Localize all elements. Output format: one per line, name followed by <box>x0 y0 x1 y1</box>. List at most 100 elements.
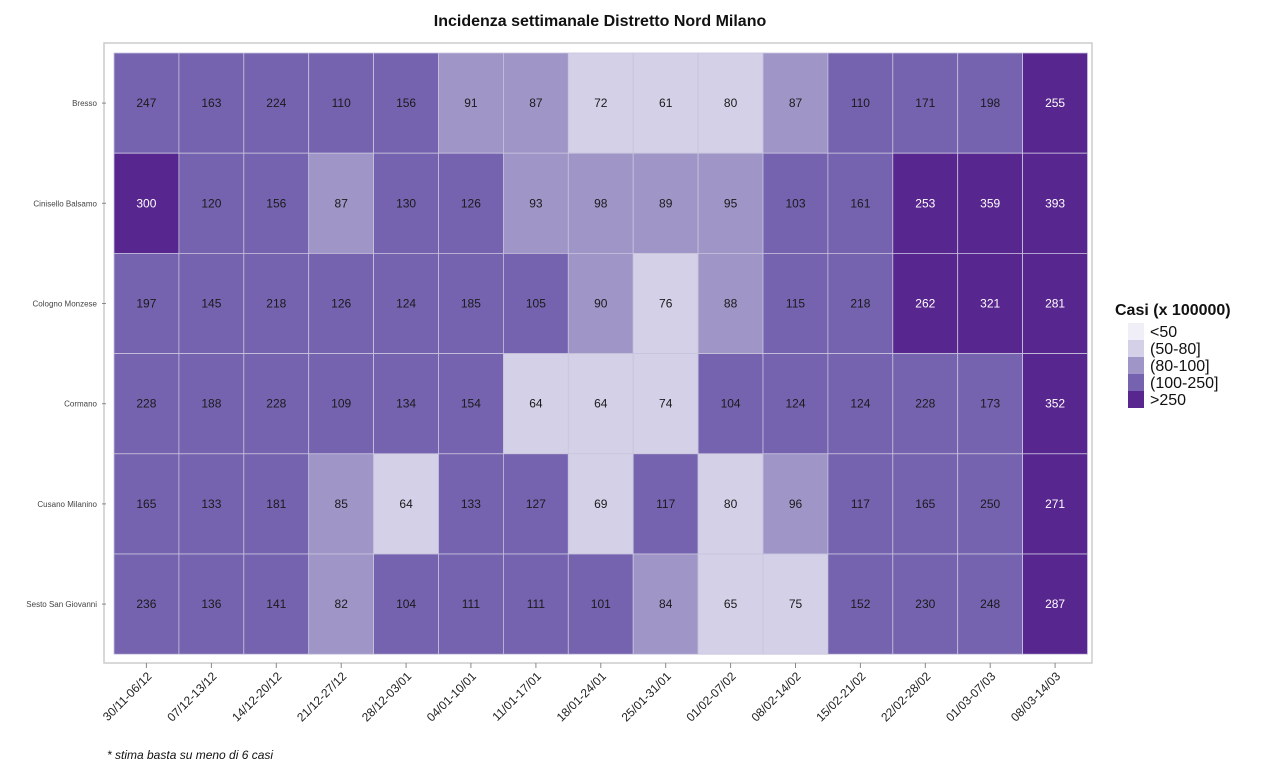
cell-value-label: 64 <box>399 497 413 511</box>
cell-value-label: 156 <box>396 96 416 110</box>
heatmap-cell <box>113 152 180 254</box>
heatmap-cell <box>632 252 699 354</box>
heatmap-cell <box>697 353 764 455</box>
cell-value-label: 247 <box>136 96 156 110</box>
cell-value-label: 253 <box>915 196 935 210</box>
heatmap-cell <box>178 553 245 655</box>
heatmap-cell <box>113 553 180 655</box>
cell-value-label: 105 <box>526 297 546 311</box>
legend-label: (100-250] <box>1150 375 1219 392</box>
row-label: Sesto San Giovanni <box>26 600 97 609</box>
heatmap-cell <box>178 353 245 455</box>
column-label: 18/01-24/01 <box>554 669 609 724</box>
cell-value-label: 124 <box>396 297 416 311</box>
cell-value-label: 154 <box>461 397 481 411</box>
heatmap-cell <box>762 453 829 555</box>
cell-value-label: 171 <box>915 96 935 110</box>
cell-value-label: 87 <box>335 196 349 210</box>
heatmap-cell <box>373 52 439 154</box>
heatmap-cell <box>827 553 894 655</box>
cell-value-label: 75 <box>789 597 803 611</box>
column-label: 01/02-07/02 <box>684 669 739 724</box>
heatmap-cell <box>438 152 504 254</box>
heatmap-cell <box>308 252 375 354</box>
column-label: 25/01-31/01 <box>619 669 674 724</box>
column-label: 28/12-03/01 <box>359 669 414 724</box>
heatmap-cell <box>502 353 569 455</box>
cell-value-label: 110 <box>851 96 870 110</box>
cell-value-label: 110 <box>332 96 351 110</box>
heatmap-cell <box>567 353 634 455</box>
cell-value-label: 262 <box>915 297 935 311</box>
heatmap-cell <box>373 453 439 555</box>
cell-value-label: 156 <box>266 196 286 210</box>
heatmap-cell <box>957 52 1024 154</box>
cell-value-label: 109 <box>331 397 351 411</box>
legend-swatch <box>1128 374 1144 391</box>
column-label: 22/02-28/02 <box>878 669 933 724</box>
column-label: 15/02-21/02 <box>813 669 868 724</box>
heatmap-cell <box>243 453 310 555</box>
heatmap-cell <box>502 52 569 154</box>
heatmap-cell <box>567 252 634 354</box>
heatmap-cell <box>373 353 439 455</box>
cell-value-label: 90 <box>594 297 608 311</box>
cell-value-label: 89 <box>659 196 673 210</box>
cell-value-label: 181 <box>266 497 286 511</box>
cell-value-label: 93 <box>529 196 543 210</box>
cell-value-label: 218 <box>850 297 870 311</box>
cell-value-label: 126 <box>331 297 351 311</box>
cell-value-label: 124 <box>850 397 870 411</box>
legend-swatch <box>1128 357 1144 374</box>
cell-value-label: 141 <box>266 597 286 611</box>
heatmap-cell <box>1022 353 1088 455</box>
legend-label: <50 <box>1150 324 1177 341</box>
heatmap-cell <box>1022 553 1088 655</box>
column-label: 08/02-14/02 <box>748 669 803 724</box>
cell-value-label: 161 <box>850 196 870 210</box>
cell-value-label: 145 <box>201 297 221 311</box>
legend-items: <50(50-80](80-100](100-250]>250 <box>1128 323 1219 409</box>
legend-label: (50-80] <box>1150 341 1201 358</box>
legend-swatch <box>1128 391 1144 408</box>
cell-value-label: 133 <box>201 497 221 511</box>
heatmap-cell <box>438 553 504 655</box>
heatmap-cell <box>827 152 894 254</box>
heatmap-cell <box>892 453 959 555</box>
cell-value-label: 136 <box>201 597 221 611</box>
cell-value-label: 185 <box>461 297 481 311</box>
cell-value-label: 228 <box>915 397 935 411</box>
heatmap-cell <box>502 252 569 354</box>
cell-value-label: 152 <box>850 597 870 611</box>
column-label: 04/01-10/01 <box>424 669 479 724</box>
column-labels: 30/11-06/12 07/12-13/12 14/12-20/12 21/12-2… <box>100 663 1063 724</box>
column-label: 14/12-20/12 <box>229 669 284 724</box>
column-label: 21/12-27/12 <box>294 669 349 724</box>
cell-value-label: 228 <box>136 397 156 411</box>
cell-value-label: 80 <box>724 96 738 110</box>
heatmap-cell <box>567 553 634 655</box>
heatmap-cell <box>632 453 699 555</box>
heatmap-cell <box>373 553 439 655</box>
heatmap-cell <box>957 252 1024 354</box>
cell-value-label: 300 <box>136 196 156 210</box>
heatmap-cell <box>632 52 699 154</box>
cell-value-label: 64 <box>594 397 608 411</box>
cell-value-label: 87 <box>789 96 803 110</box>
cell-value-label: 126 <box>461 196 481 210</box>
cell-value-label: 103 <box>785 196 805 210</box>
cell-value-label: 197 <box>136 297 156 311</box>
legend-swatch <box>1128 323 1144 340</box>
cell-value-label: 88 <box>724 297 738 311</box>
cell-value-label: 115 <box>786 297 805 311</box>
cell-value-label: 218 <box>266 297 286 311</box>
cell-value-label: 72 <box>594 96 608 110</box>
heatmap-cell <box>892 52 959 154</box>
cell-value-label: 111 <box>462 597 481 611</box>
cell-value-label: 104 <box>396 597 416 611</box>
heatmap-cell <box>178 152 245 254</box>
cell-value-label: 85 <box>335 497 349 511</box>
cell-value-label: 127 <box>526 497 546 511</box>
heatmap-cell <box>178 52 245 154</box>
heatmap-cell <box>502 152 569 254</box>
